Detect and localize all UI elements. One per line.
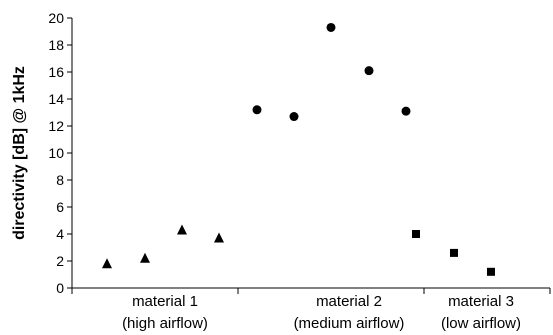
triangle-data-point (102, 258, 112, 269)
circle-data-point (289, 112, 299, 122)
circle-data-point (401, 106, 411, 116)
y-tick-label: 20 (48, 10, 64, 26)
y-tick-label: 10 (48, 145, 64, 161)
x-category-label: (medium airflow) (294, 315, 405, 332)
x-category-label: material 3 (448, 293, 514, 310)
y-axis-label: directivity [dB] @ 1kHz (11, 66, 28, 240)
square-data-point (487, 267, 495, 276)
circle-data-point (326, 22, 336, 32)
y-tick-label: 18 (48, 37, 64, 53)
y-ticks: 0 2 4 6 8 10 12 14 16 18 20 (48, 10, 72, 296)
data-points (102, 22, 495, 276)
y-tick-label: 16 (48, 64, 64, 80)
circle-data-point (364, 66, 374, 76)
triangle-data-point (140, 252, 150, 263)
y-tick-label: 0 (56, 280, 64, 296)
circle-data-point (252, 105, 262, 115)
square-data-point (412, 230, 420, 238)
y-tick-label: 8 (56, 172, 64, 188)
x-category-label: material 1 (132, 293, 198, 310)
x-category-label: material 2 (316, 293, 382, 310)
y-tick-label: 12 (48, 118, 64, 134)
y-tick-label: 2 (56, 253, 64, 269)
y-tick-label: 4 (56, 226, 64, 242)
triangle-data-point (177, 224, 187, 235)
y-tick-label: 6 (56, 199, 64, 215)
x-category-label: (high airflow) (122, 315, 208, 332)
x-category-label: (low airflow) (441, 315, 521, 332)
x-category-ticks: material 1 (high airflow) material 2 (mediu… (71, 288, 551, 332)
y-tick-label: 14 (48, 91, 64, 107)
triangle-data-point (214, 232, 224, 243)
square-data-point (450, 248, 458, 257)
